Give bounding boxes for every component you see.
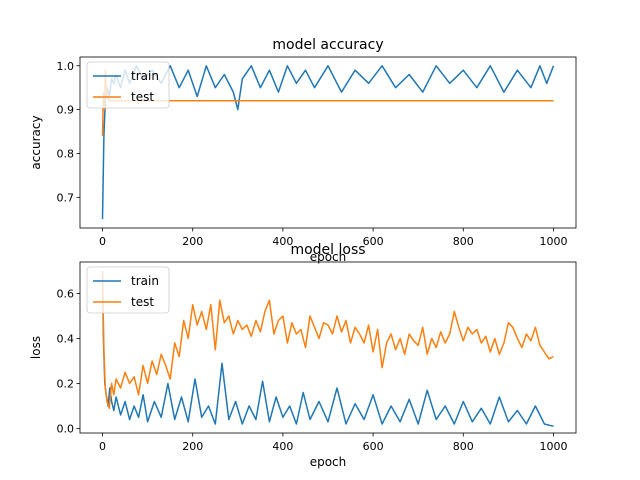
y-tick-label: 0.2 (57, 378, 75, 391)
x-tick-label: 200 (182, 440, 203, 453)
series-line-test (101, 270, 554, 410)
axes-frame (79, 56, 577, 229)
axes-frame (79, 261, 577, 434)
legend-label-train: train (131, 69, 159, 83)
legend-label-test: test (131, 295, 154, 309)
series-group (101, 270, 554, 428)
legend: train test (86, 61, 170, 109)
subplot-loss: 0 200 400 600 800 1000 0.0 0.2 0.4 0.6 epoch loss mo… (29, 242, 577, 469)
y-tick-label: 0.0 (57, 423, 75, 436)
x-tick-label: 1000 (539, 440, 567, 453)
x-tick-label: 1000 (539, 235, 567, 248)
y-axis-label: accuracy (29, 115, 43, 169)
legend-label-test: test (131, 90, 154, 104)
y-tick-label: 0.4 (57, 333, 75, 346)
x-tick-label: 0 (99, 440, 106, 453)
x-tick-label: 400 (272, 235, 293, 248)
x-tick-label: 200 (182, 235, 203, 248)
y-axis-label: loss (29, 336, 43, 359)
y-tick-label: 0.6 (57, 288, 75, 301)
x-axis-label: epoch (310, 250, 347, 264)
x-axis-label: epoch (310, 455, 347, 469)
legend: train test (86, 266, 170, 314)
x-tick-label: 600 (363, 235, 384, 248)
series-line-train (101, 270, 554, 428)
x-tick-label: 400 (272, 440, 293, 453)
x-tick-label: 0 (99, 235, 106, 248)
y-tick-label: 1.0 (57, 60, 75, 73)
y-tick-label: 0.8 (57, 147, 75, 160)
x-tick-label: 800 (453, 440, 474, 453)
y-tick-label: 0.7 (57, 191, 75, 204)
x-tick-label: 800 (453, 235, 474, 248)
legend-label-train: train (131, 274, 159, 288)
subplots: 0 200 400 600 800 1000 0.7 0.8 0.9 1.0 epoch accura… (29, 37, 577, 469)
subplot-accuracy: 0 200 400 600 800 1000 0.7 0.8 0.9 1.0 epoch accura… (29, 37, 577, 264)
chart-title: model loss (290, 242, 365, 258)
y-tick-label: 0.9 (57, 104, 75, 117)
chart-title: model accuracy (272, 37, 383, 53)
x-tick-label: 600 (363, 440, 384, 453)
